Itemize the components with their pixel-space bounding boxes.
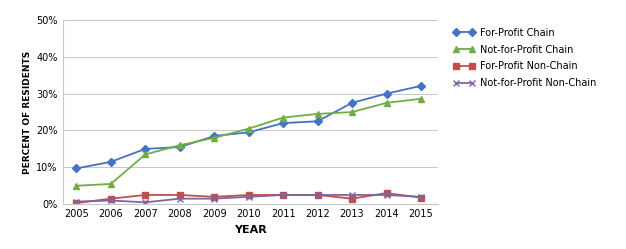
- Not-for-Profit Non-Chain: [107, 199, 115, 202]
- For-Profit Chain: [176, 146, 183, 149]
- For-Profit Chain: [73, 167, 80, 170]
- For-Profit Chain: [382, 92, 390, 95]
- Not-for-Profit Non-Chain: [382, 193, 390, 196]
- For-Profit Chain: [107, 160, 115, 163]
- For-Profit Non-Chain: [279, 193, 287, 196]
- Not-for-Profit Non-Chain: [141, 201, 149, 204]
- For-Profit Chain: [141, 147, 149, 150]
- Not-for-Profit Chain: [314, 112, 321, 115]
- For-Profit Non-Chain: [107, 197, 115, 200]
- Not-for-Profit Chain: [279, 116, 287, 119]
- For-Profit Chain: [279, 122, 287, 124]
- For-Profit Non-Chain: [382, 192, 390, 195]
- Not-for-Profit Chain: [245, 127, 252, 130]
- For-Profit Non-Chain: [141, 193, 149, 196]
- Not-for-Profit Chain: [382, 101, 390, 104]
- For-Profit Non-Chain: [348, 197, 356, 200]
- For-Profit Chain: [417, 84, 424, 87]
- For-Profit Non-Chain: [176, 193, 183, 196]
- For-Profit Non-Chain: [245, 193, 252, 196]
- Not-for-Profit Non-Chain: [176, 197, 183, 200]
- Line: For-Profit Chain: For-Profit Chain: [74, 83, 424, 171]
- For-Profit Chain: [314, 120, 321, 123]
- Not-for-Profit Chain: [176, 144, 183, 147]
- Not-for-Profit Non-Chain: [73, 200, 80, 203]
- X-axis label: YEAR: YEAR: [234, 225, 267, 235]
- For-Profit Non-Chain: [73, 202, 80, 205]
- For-Profit Chain: [348, 101, 356, 104]
- For-Profit Chain: [245, 131, 252, 134]
- Not-for-Profit Non-Chain: [279, 193, 287, 196]
- Not-for-Profit Chain: [141, 153, 149, 156]
- Line: For-Profit Non-Chain: For-Profit Non-Chain: [74, 190, 424, 206]
- Not-for-Profit Chain: [73, 184, 80, 187]
- For-Profit Non-Chain: [417, 196, 424, 199]
- Not-for-Profit Chain: [107, 183, 115, 186]
- Line: Not-for-Profit Non-Chain: Not-for-Profit Non-Chain: [74, 192, 424, 205]
- Y-axis label: PERCENT OF RESIDENTS: PERCENT OF RESIDENTS: [23, 51, 32, 174]
- For-Profit Non-Chain: [314, 193, 321, 196]
- Not-for-Profit Non-Chain: [417, 195, 424, 198]
- Not-for-Profit Non-Chain: [245, 195, 252, 198]
- Not-for-Profit Chain: [348, 111, 356, 114]
- For-Profit Non-Chain: [210, 195, 218, 198]
- Not-for-Profit Non-Chain: [210, 197, 218, 200]
- Not-for-Profit Non-Chain: [348, 193, 356, 196]
- Not-for-Profit Chain: [417, 97, 424, 100]
- For-Profit Chain: [210, 134, 218, 137]
- Not-for-Profit Non-Chain: [314, 193, 321, 196]
- Legend: For-Profit Chain, Not-for-Profit Chain, For-Profit Non-Chain, Not-for-Profit Non: For-Profit Chain, Not-for-Profit Chain, …: [451, 25, 599, 91]
- Line: Not-for-Profit Chain: Not-for-Profit Chain: [74, 96, 424, 188]
- Not-for-Profit Chain: [210, 136, 218, 139]
